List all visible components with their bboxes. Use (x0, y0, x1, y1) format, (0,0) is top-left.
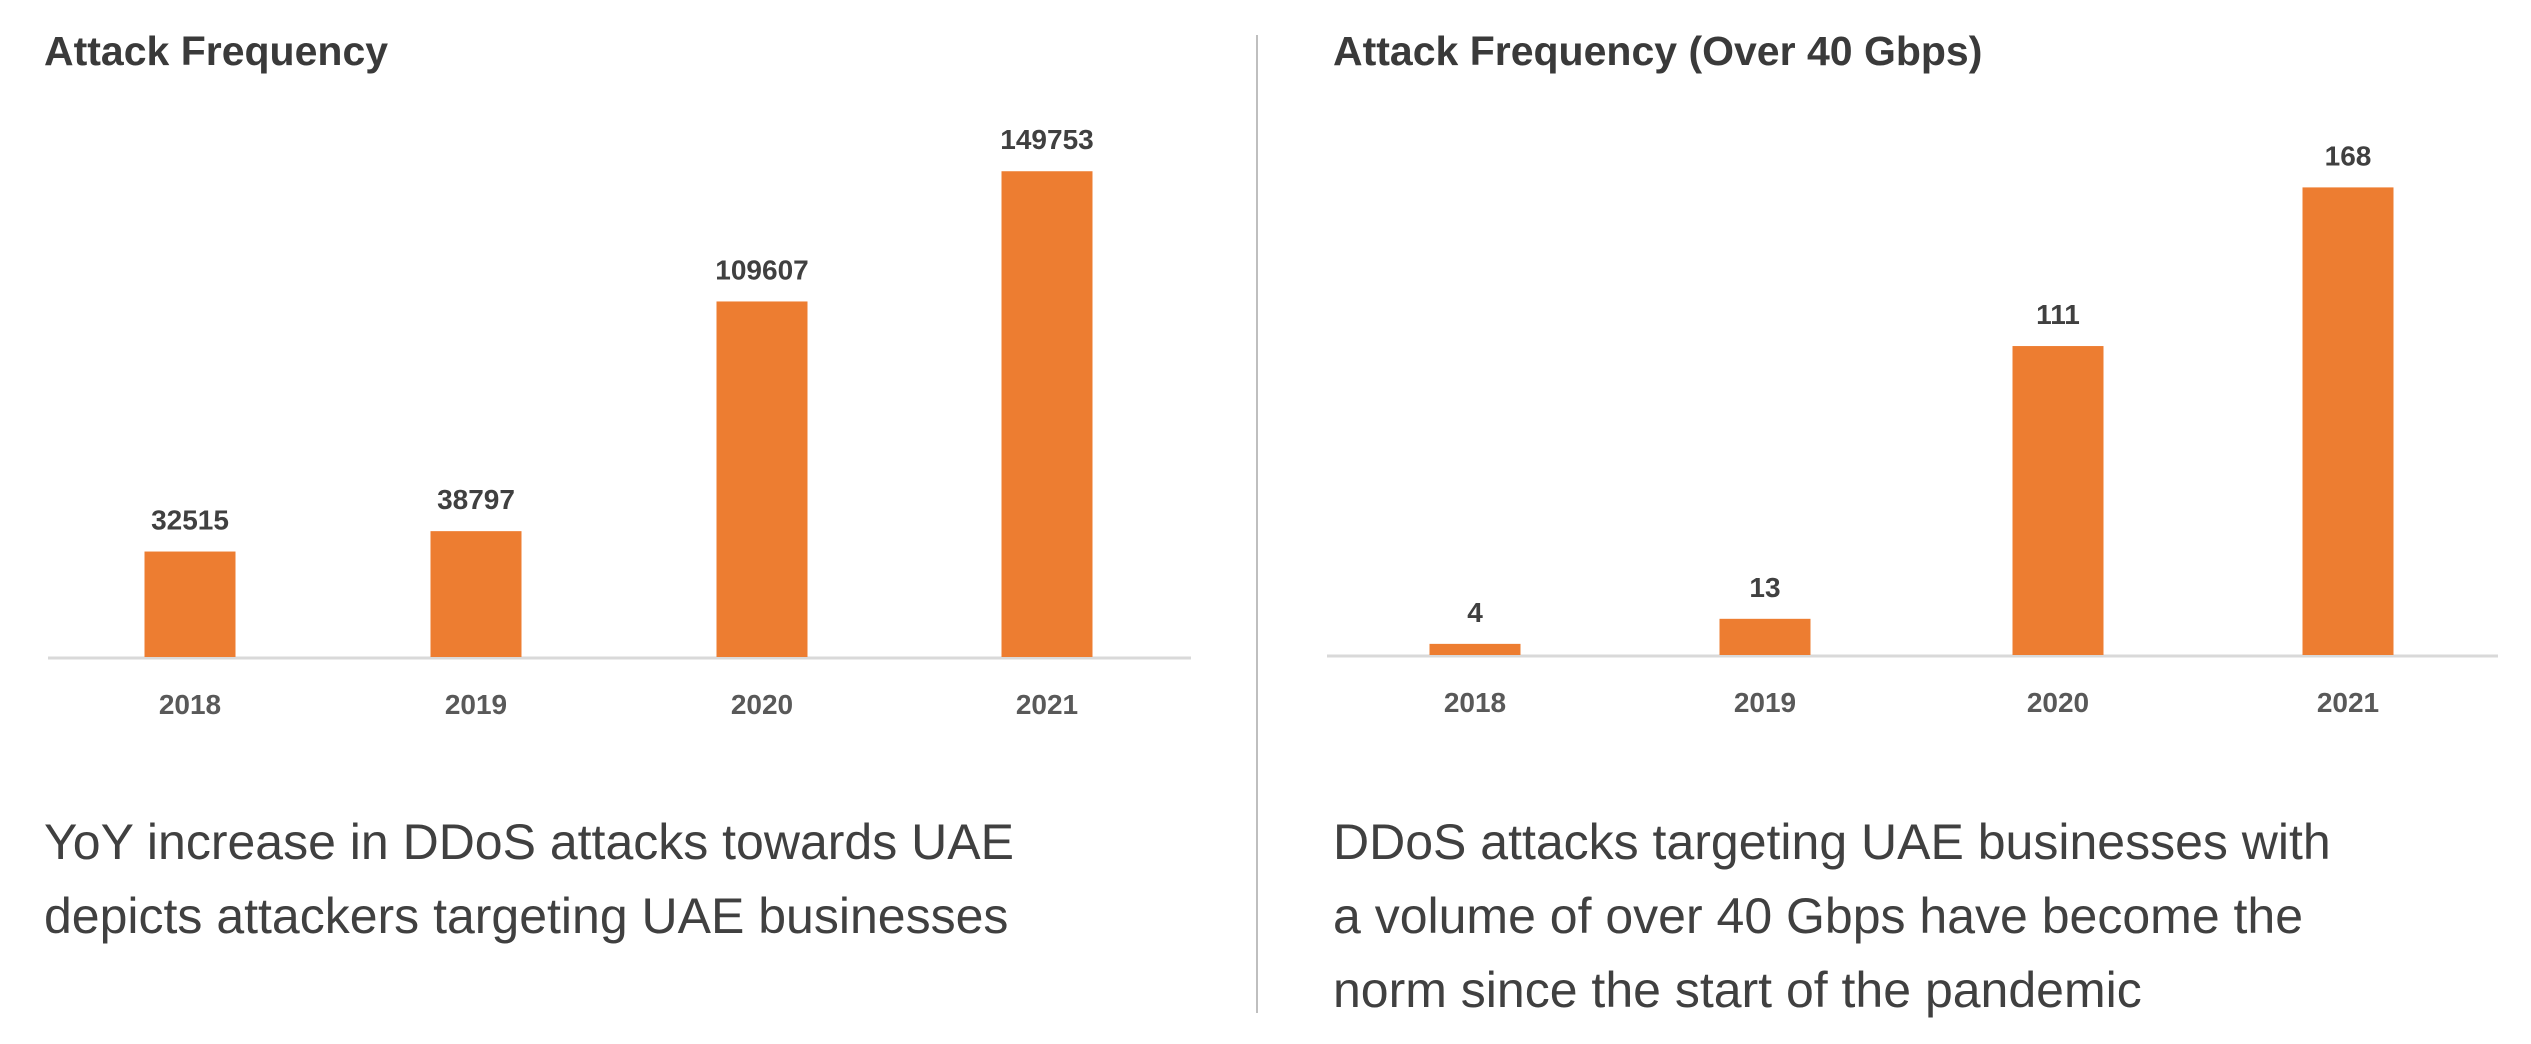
data-label: 32515 (151, 505, 229, 536)
chart-2-title: Attack Frequency (Over 40 Gbps) (1333, 28, 1983, 74)
bar-2019 (430, 531, 522, 657)
chart-2-caption: DDoS attacks targeting UAE businesses wi… (1333, 805, 2331, 1027)
data-label: 109607 (715, 254, 808, 285)
data-label: 168 (2325, 140, 2372, 171)
x-tick-label: 2019 (445, 689, 507, 720)
x-tick-label: 2020 (731, 689, 793, 720)
panel-divider (1256, 35, 1258, 1013)
x-tick-label: 2021 (2317, 687, 2379, 718)
x-tick-label: 2021 (1016, 689, 1078, 720)
x-tick-label: 2018 (159, 689, 221, 720)
bar-2021 (1001, 171, 1093, 657)
x-tick-label: 2020 (2027, 687, 2089, 718)
bar-2020 (716, 301, 808, 657)
data-label: 13 (1749, 572, 1780, 603)
chart-1-title: Attack Frequency (44, 28, 389, 74)
x-tick-label: 2019 (1734, 687, 1796, 718)
caption-line: a volume of over 40 Gbps have become the (1333, 888, 2304, 944)
chart-1-caption: YoY increase in DDoS attacks towards UAE… (44, 805, 1014, 953)
x-tick-label: 2018 (1444, 687, 1506, 718)
bar-2018 (144, 551, 236, 657)
data-label: 4 (1467, 597, 1483, 628)
data-label: 111 (2036, 299, 2080, 330)
chart-1-plot: 32515 2018 38797 2019 109607 2020 149753 2021 (48, 124, 1191, 720)
data-label: 149753 (1000, 124, 1093, 155)
bar-2020 (2012, 346, 2104, 655)
bar-2018 (1429, 643, 1521, 655)
data-label: 38797 (437, 484, 515, 515)
caption-line: depicts attackers targeting UAE business… (44, 888, 1009, 944)
caption-line: YoY increase in DDoS attacks towards UAE (44, 814, 1014, 870)
caption-line: norm since the start of the pandemic (1333, 962, 2142, 1018)
caption-line: DDoS attacks targeting UAE businesses wi… (1333, 814, 2331, 870)
chart-2-plot: 4 2018 13 2019 111 2020 168 2021 (1327, 140, 2498, 718)
bar-2021 (2302, 187, 2394, 655)
bar-2019 (1719, 618, 1811, 655)
